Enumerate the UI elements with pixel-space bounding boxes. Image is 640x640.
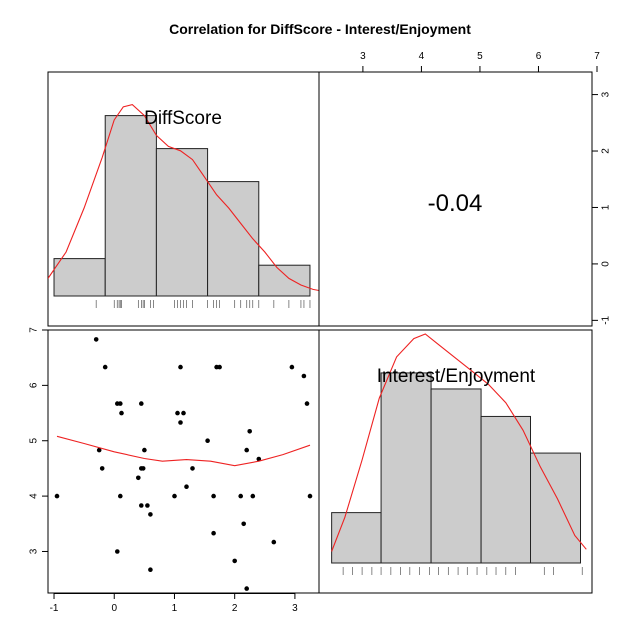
chart-title: Correlation for DiffScore - Interest/Enj… <box>169 21 471 37</box>
diffscore-hist-density-line <box>48 103 319 292</box>
left-y-axis: 3 4 5 6 7 <box>29 327 48 554</box>
scatter-point <box>178 420 183 425</box>
scatter-point <box>118 401 123 406</box>
interest-hist-frame <box>318 329 593 594</box>
scatter-point <box>244 447 249 453</box>
interest-hist-bar <box>430 388 482 564</box>
scatter-point <box>307 493 313 499</box>
top-axis-tick-label: 7 <box>594 51 600 62</box>
right-axis-tick-label: 1 <box>601 204 612 210</box>
scatter-point <box>148 567 153 572</box>
bottom-axis-tick-label: 3 <box>292 603 298 614</box>
left-axis-tick-label: 5 <box>29 438 40 444</box>
scatter-point <box>145 503 150 508</box>
scatter-point <box>175 410 180 416</box>
right-y-axis: -1 0 1 2 3 <box>592 91 612 325</box>
scatter-point <box>139 503 144 508</box>
scatter-point <box>181 410 186 416</box>
scatter-point <box>136 475 141 481</box>
interest-hist-bar <box>530 452 582 564</box>
diffscore-hist-label: DiffScore <box>144 108 222 129</box>
scatter-point <box>256 456 262 462</box>
scatter-panel <box>47 329 320 594</box>
interest-hist-label: Interest/Enjoyment <box>377 366 536 387</box>
scatter-point <box>304 401 310 406</box>
diffscore-hist-bar <box>53 258 106 297</box>
scatter-point <box>178 364 183 370</box>
bottom-axis-tick-label: -1 <box>50 603 59 614</box>
diffscore-histogram-panel: DiffScore <box>47 71 320 327</box>
scatter-point <box>250 493 256 499</box>
interest-enjoyment-histogram-panel: Interest/Enjoyment <box>318 329 593 594</box>
right-axis-tick-label: -1 <box>601 315 612 324</box>
scatter-point <box>115 549 120 554</box>
scatter-smooth-line <box>56 435 311 467</box>
right-axis-tick-label: 3 <box>601 91 612 97</box>
scatter-point <box>205 438 210 444</box>
right-axis-tick-label: 0 <box>601 261 612 267</box>
right-axis-tick-label: 2 <box>601 148 612 154</box>
scatter-point <box>99 466 105 471</box>
scatter-point <box>184 484 189 490</box>
diffscore-hist-bar <box>258 264 311 297</box>
interest-hist-density-line <box>331 333 587 552</box>
scatter-point <box>54 493 60 499</box>
scatter-point <box>96 447 102 453</box>
scatter-point <box>190 466 195 471</box>
scatter-point <box>211 530 216 536</box>
diffscore-hist-bar <box>207 181 260 297</box>
left-axis-tick-label: 3 <box>29 548 40 554</box>
scatter-point <box>232 558 237 564</box>
scatter-point <box>93 337 99 342</box>
scatter-point <box>172 493 177 499</box>
scatter-point <box>217 364 222 370</box>
top-axis-tick-label: 5 <box>477 51 483 62</box>
bottom-axis-tick-label: 0 <box>111 603 117 614</box>
scatter-point <box>211 493 216 499</box>
correlation-panel: -0.04 <box>318 71 593 327</box>
scatter-point <box>241 521 246 527</box>
scatter-point <box>238 493 243 499</box>
scatter-point <box>289 364 295 370</box>
scatter-point <box>247 429 252 434</box>
scatter-point <box>119 410 124 416</box>
top-x-axis: 3 4 5 6 7 <box>360 51 600 72</box>
scatter-point <box>271 539 277 545</box>
left-axis-tick-label: 7 <box>29 327 40 333</box>
correlation-frame <box>318 71 593 327</box>
scatter-point <box>244 586 249 591</box>
left-axis-tick-label: 6 <box>29 382 40 388</box>
left-axis-tick-label: 4 <box>29 493 40 499</box>
scatter-point <box>102 364 108 370</box>
scatter-point <box>118 493 123 499</box>
correlation-value: -0.04 <box>428 190 483 217</box>
diffscore-hist-bar <box>155 148 209 297</box>
interest-hist-bar <box>331 512 382 564</box>
interest-hist-bar <box>480 415 532 564</box>
scatter-point <box>301 373 307 379</box>
bottom-axis-tick-label: 1 <box>172 603 178 614</box>
diffscore-hist-bar <box>104 115 157 297</box>
top-axis-tick-label: 3 <box>360 51 366 62</box>
scatter-point <box>140 466 146 471</box>
interest-hist-bar <box>380 372 432 564</box>
top-axis-tick-label: 6 <box>536 51 542 62</box>
scatter-point <box>139 401 144 406</box>
bottom-x-axis: -1 0 1 2 3 <box>50 593 298 614</box>
scatter-point <box>142 447 147 453</box>
bottom-axis-tick-label: 2 <box>232 603 238 614</box>
top-axis-tick-label: 4 <box>419 51 425 62</box>
scatter-frame <box>47 329 320 594</box>
scatter-point <box>148 512 153 517</box>
